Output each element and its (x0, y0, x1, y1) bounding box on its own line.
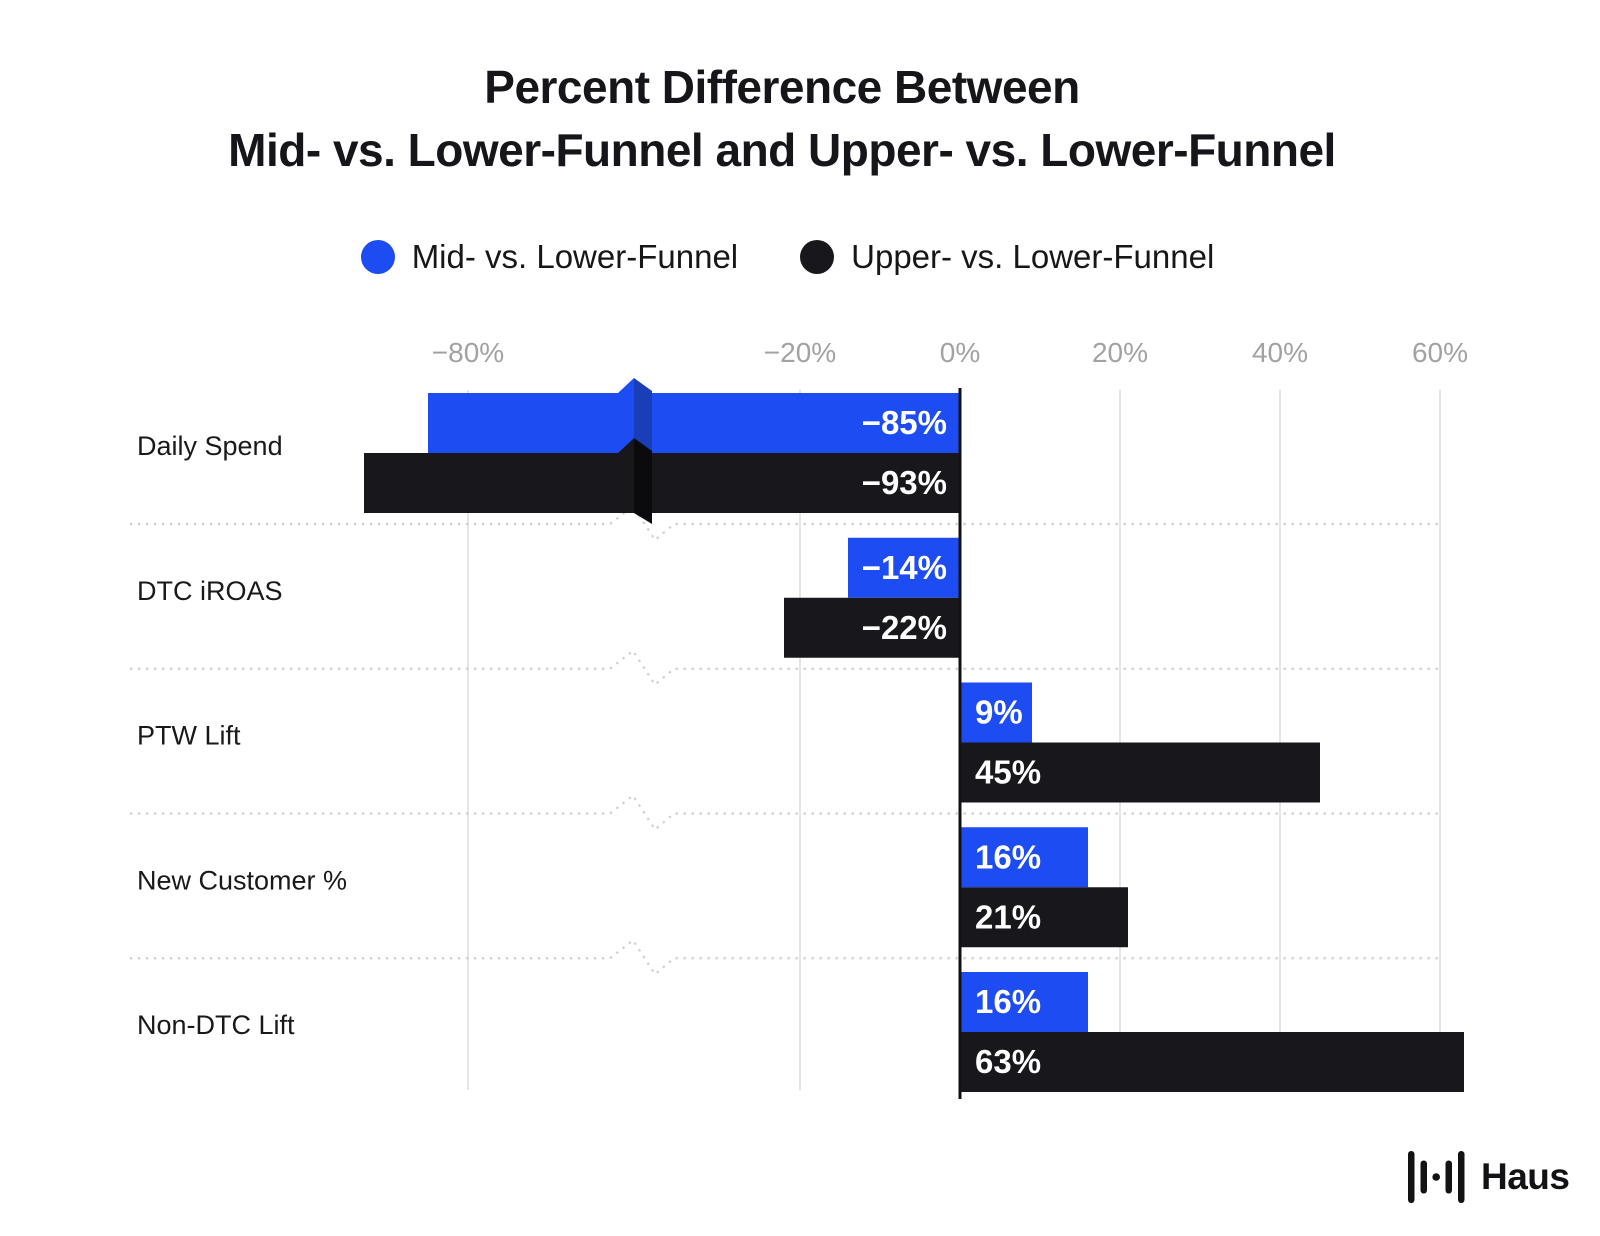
bar (960, 1032, 1464, 1092)
legend: Mid- vs. Lower-Funnel Upper- vs. Lower-F… (0, 238, 1575, 276)
category-label: DTC iROAS (137, 576, 283, 606)
bar (960, 972, 1088, 1032)
bar-left-segment (364, 453, 618, 513)
legend-item-mid-vs-lower: Mid- vs. Lower-Funnel (360, 238, 739, 276)
legend-label: Upper- vs. Lower-Funnel (851, 238, 1215, 275)
bar-value-label: 63% (975, 1043, 1041, 1080)
category-label: New Customer % (137, 865, 347, 895)
x-tick-label: −20% (764, 337, 836, 368)
bar-left-segment (428, 393, 618, 453)
bar (784, 597, 960, 658)
legend-label: Mid- vs. Lower-Funnel (411, 238, 739, 275)
chart-title-line1: Percent Difference Between (484, 61, 1080, 113)
bar (848, 537, 960, 598)
bar (960, 742, 1320, 803)
x-tick-label: 40% (1252, 337, 1308, 368)
bar-right-segment (652, 393, 960, 453)
row-separator (130, 793, 1443, 832)
bar-value-label: −93% (862, 464, 947, 501)
haus-logo: Haus (1408, 1150, 1570, 1204)
row-separator (130, 649, 1443, 687)
bar-value-label: −85% (862, 404, 947, 441)
x-tick-label: 0% (940, 337, 980, 368)
bar-value-label: 16% (975, 838, 1041, 875)
chart-title: Percent Difference Between Mid- vs. Lowe… (0, 56, 1564, 182)
bar-value-label: 9% (975, 694, 1023, 731)
bar-value-label: −14% (862, 549, 947, 586)
bar-break-peak (618, 438, 634, 513)
bar-value-label: −22% (862, 609, 947, 646)
bar-value-label: 21% (975, 898, 1041, 935)
haus-logo-wordmark: Haus (1481, 1156, 1570, 1197)
x-tick-label: 20% (1092, 337, 1148, 368)
legend-item-upper-vs-lower: Upper- vs. Lower-Funnel (800, 238, 1214, 276)
bar-value-label: 45% (975, 754, 1041, 791)
bar (960, 682, 1032, 743)
bar-break-fold (634, 438, 652, 524)
category-label: Non-DTC Lift (137, 1010, 295, 1040)
bar-value-label: 16% (975, 983, 1041, 1020)
x-tick-label: 60% (1412, 337, 1468, 368)
category-label: Daily Spend (137, 431, 283, 461)
haus-logo-icon (1408, 1151, 1465, 1203)
x-tick-label: −80% (432, 337, 504, 368)
legend-dot-icon (360, 240, 395, 274)
bar-break-peak (618, 378, 634, 453)
chart-title-line2: Mid- vs. Lower-Funnel and Upper- vs. Low… (228, 124, 1336, 176)
row-separator (130, 938, 1443, 976)
legend-dot-icon (800, 240, 835, 274)
bar (960, 887, 1128, 948)
bar-right-segment (652, 453, 960, 513)
row-separator (130, 504, 1443, 542)
category-label: PTW Lift (137, 721, 241, 751)
bar (960, 827, 1088, 888)
